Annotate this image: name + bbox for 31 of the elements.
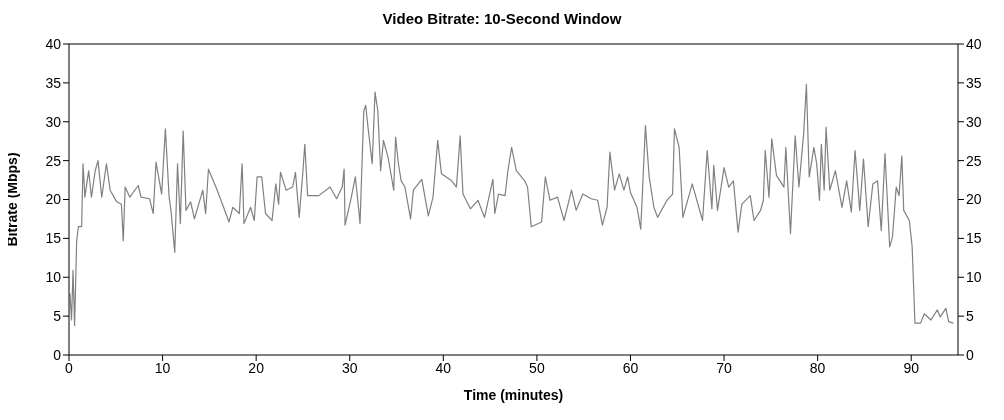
y2-tick-label: 10 [966, 269, 982, 286]
y2-tick-label: 35 [966, 74, 982, 91]
x-tick-label: 40 [435, 359, 452, 376]
y2-tick-label: 30 [966, 113, 982, 130]
x-tick-label: 20 [248, 359, 265, 376]
y-tick-label: 30 [45, 113, 62, 130]
y-tick-label: 15 [45, 230, 62, 247]
x-tick-label: 50 [529, 359, 545, 376]
y-tick-label: 35 [45, 74, 62, 91]
x-tick-label: 70 [716, 359, 733, 376]
y-tick-label: 25 [45, 152, 62, 169]
y2-tick-label: 20 [966, 191, 982, 208]
y-tick-label: 40 [45, 35, 62, 52]
y-tick-label: 20 [45, 191, 62, 208]
x-tick-label: 60 [622, 359, 639, 376]
line-series [69, 83, 954, 327]
x-axis-title: Time (minutes) [463, 387, 564, 403]
y2-tick-label: 40 [966, 35, 982, 52]
y2-tick-label: 25 [966, 152, 982, 169]
chart-title: Video Bitrate: 10-Second Window [381, 10, 623, 27]
x-tick-label: 0 [65, 359, 74, 376]
y-tick-label: 10 [45, 269, 62, 286]
y-tick-label: 5 [53, 308, 62, 325]
y-tick-label: 0 [53, 346, 62, 363]
y2-tick-label: 15 [966, 230, 982, 247]
x-tick-label: 80 [809, 359, 826, 376]
y2-tick-label: 0 [966, 346, 974, 363]
x-tick-label: 10 [154, 359, 171, 376]
x-tick-label: 30 [341, 359, 358, 376]
y2-tick-label: 5 [966, 308, 974, 325]
x-tick-label: 90 [903, 359, 920, 376]
